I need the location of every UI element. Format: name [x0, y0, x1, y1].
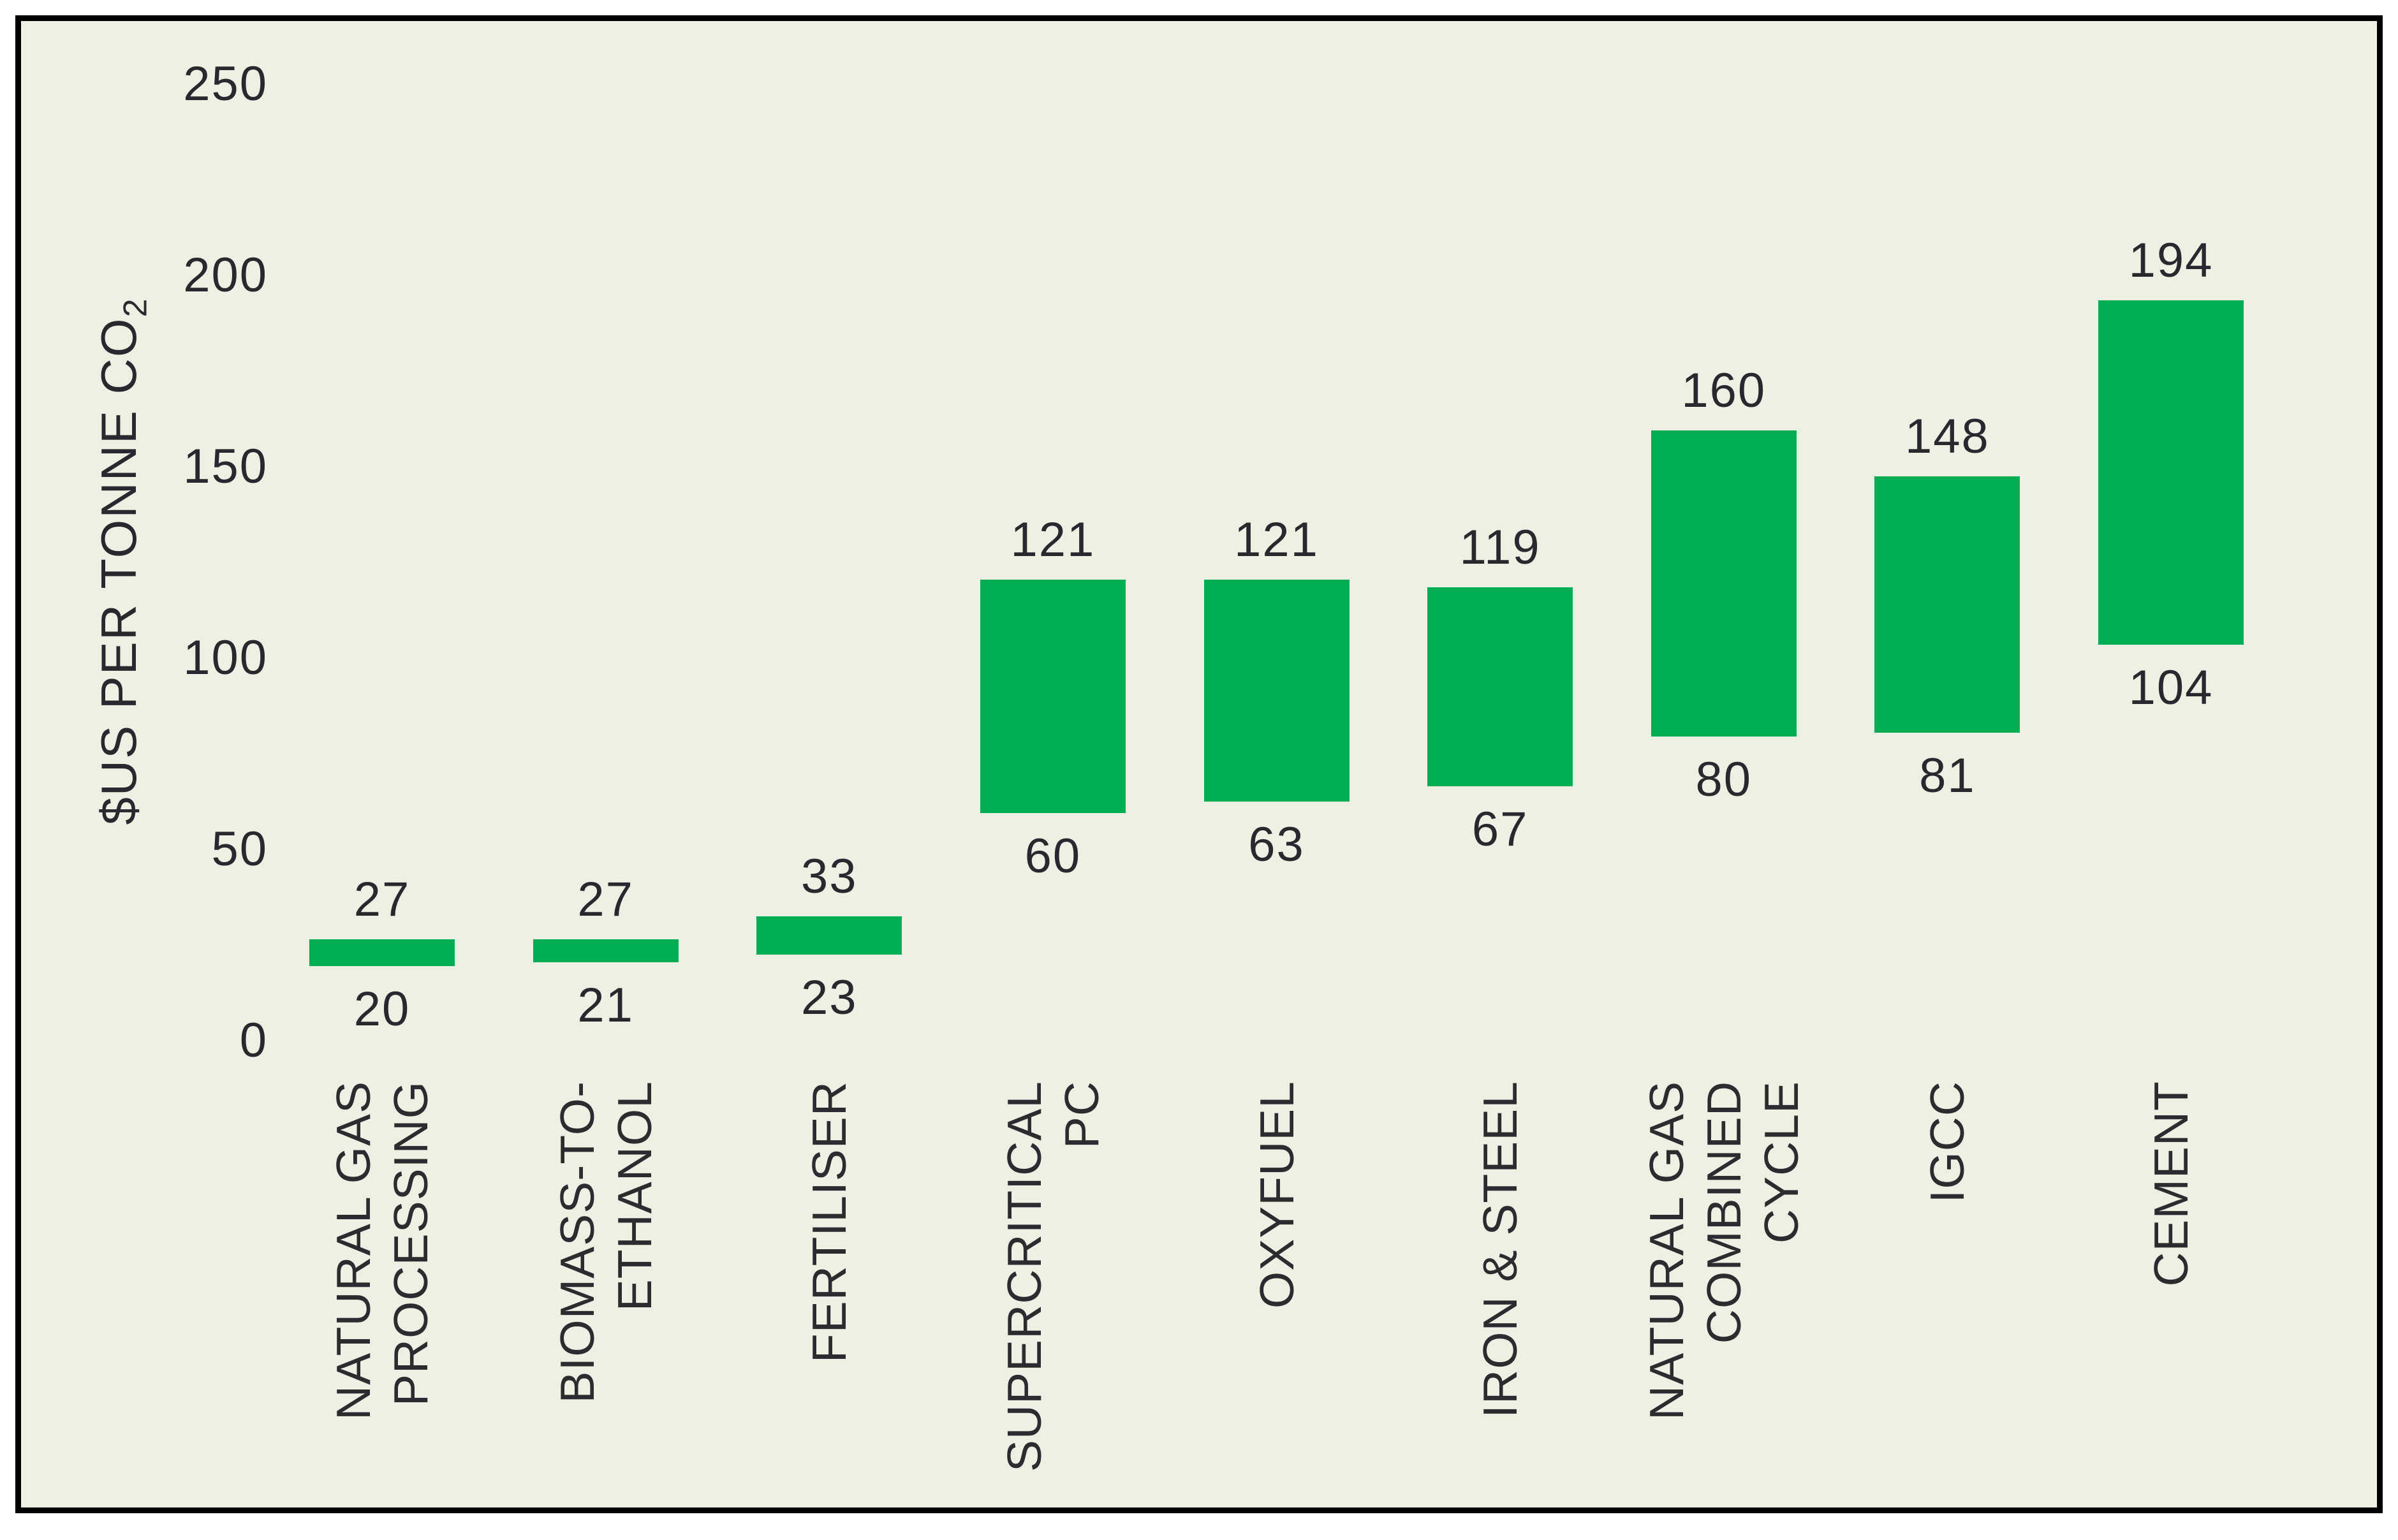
- range-bar: [1427, 587, 1573, 786]
- category-label: IGCC: [1920, 1081, 1975, 1203]
- bar-min-value-label: 23: [800, 971, 858, 1025]
- bar-min-value-label: 67: [1471, 802, 1529, 856]
- category-label: IRON & STEEL: [1473, 1081, 1527, 1418]
- bar-max-value-label: 148: [1904, 409, 1990, 464]
- y-tick-label: 150: [183, 439, 268, 494]
- bar-max-value-label: 33: [800, 849, 858, 904]
- category-label: BIOMASS-TO- ETHANOL: [550, 1081, 661, 1404]
- bar-max-value-label: 194: [2128, 233, 2214, 288]
- range-bar: [309, 939, 455, 966]
- range-bar: [1651, 430, 1797, 737]
- bar-min-value-label: 21: [577, 978, 634, 1032]
- y-tick-label: 200: [183, 248, 268, 302]
- category-label: OXYFUEL: [1249, 1081, 1304, 1309]
- bar-min-value-label: 104: [2128, 661, 2214, 715]
- y-tick-label: 250: [183, 57, 268, 111]
- bar-max-value-label: 121: [1010, 513, 1096, 567]
- bar-max-value-label: 160: [1681, 363, 1767, 418]
- bar-min-value-label: 80: [1695, 752, 1753, 807]
- plot-frame-border: [15, 15, 2383, 1513]
- y-tick-label: 100: [183, 631, 268, 685]
- range-bar: [1874, 476, 2020, 733]
- bar-min-value-label: 81: [1919, 749, 1976, 803]
- category-label: CEMENT: [2144, 1081, 2198, 1287]
- range-bar: [1203, 580, 1350, 802]
- bar-min-value-label: 60: [1024, 829, 1082, 883]
- y-axis-title-text: $US PER TONNE CO: [91, 317, 147, 825]
- bar-max-value-label: 121: [1234, 513, 1319, 567]
- range-bar: [980, 580, 1126, 813]
- range-bar: [2098, 300, 2244, 645]
- category-label: SUPERCRITICAL PC: [997, 1081, 1108, 1472]
- y-tick-label: 0: [239, 1013, 268, 1067]
- y-axis-title-subscript: 2: [117, 297, 154, 318]
- bar-max-value-label: 27: [353, 872, 411, 927]
- range-bar: [533, 939, 679, 962]
- range-bar: [756, 916, 902, 955]
- category-label: NATURAL GAS COMBINED CYCLE: [1639, 1081, 1808, 1420]
- bar-max-value-label: 27: [577, 872, 634, 927]
- bar-min-value-label: 20: [353, 982, 411, 1036]
- bar-max-value-label: 119: [1459, 520, 1541, 575]
- y-tick-label: 50: [211, 822, 268, 876]
- category-label: FERTILISER: [802, 1081, 857, 1363]
- bar-min-value-label: 63: [1248, 818, 1305, 872]
- category-label: NATURAL GAS PROCESSING: [327, 1081, 438, 1420]
